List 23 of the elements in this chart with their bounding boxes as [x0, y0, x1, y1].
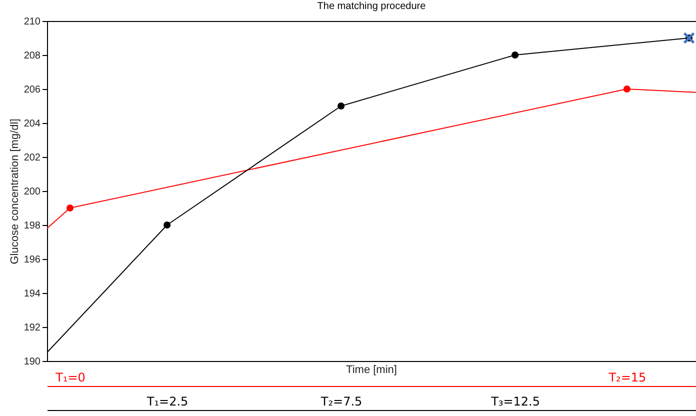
point: [683, 32, 696, 44]
y-tick-label: 198: [24, 220, 41, 232]
y-tick-label: 196: [24, 254, 41, 266]
y-axis-title: Glucose concentration [mg/dl]: [8, 118, 21, 264]
point: [338, 102, 345, 110]
y-tick-label: 190: [24, 356, 41, 368]
x-axis-title: Time [min]: [346, 364, 397, 376]
y-tick-label: 204: [24, 118, 41, 130]
x2-tick-label: T₂=15: [608, 370, 646, 384]
x-tick-label: T₂=7.5: [320, 394, 362, 408]
y-tick-label: 210: [24, 16, 41, 28]
y-tick-label: 194: [24, 288, 41, 300]
chart-title: The matching procedure: [317, 1, 426, 12]
y-tick-label: 192: [24, 322, 41, 334]
y-tick-label: 206: [24, 84, 41, 96]
point: [512, 51, 519, 59]
x-tick-label: T₃=12.5: [490, 394, 540, 408]
y-tick-label: 202: [24, 152, 41, 164]
point: [164, 221, 171, 229]
x2-tick-label: T₁=0: [54, 370, 86, 384]
y-tick-label: 208: [24, 50, 41, 62]
x-tick-label: T₁=2.5: [146, 394, 188, 408]
y-tick-label: 200: [24, 186, 41, 198]
